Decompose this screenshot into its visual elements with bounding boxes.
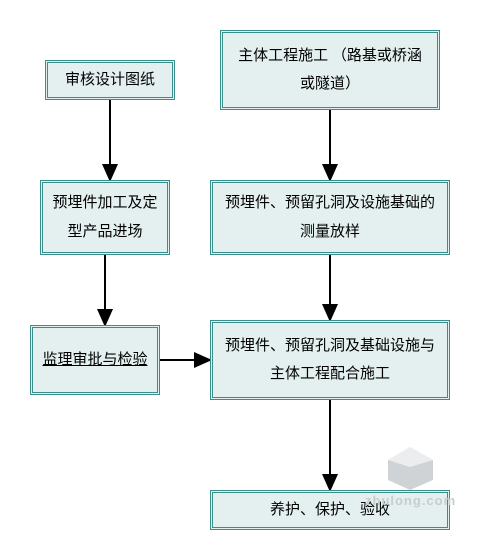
node-label: 预埋件加工及定型产品进场 (51, 189, 159, 246)
node-label: 预埋件、预留孔洞及设施基础的测量放样 (221, 189, 439, 246)
node-coordinated-construction: 预埋件、预留孔洞及基础设施与主体工程配合施工 (210, 320, 450, 400)
node-supervision-approval: 监理审批与检验 (30, 325, 160, 395)
node-main-construction: 主体工程施工 （路基或桥涵或隧道） (220, 30, 440, 110)
node-label: 预埋件、预留孔洞及基础设施与主体工程配合施工 (221, 332, 439, 389)
watermark: zhulong.com (365, 445, 456, 508)
node-measurement: 预埋件、预留孔洞及设施基础的测量放样 (210, 180, 450, 255)
node-label: 监理审批与检验 (42, 346, 147, 375)
node-embedded-processing: 预埋件加工及定型产品进场 (40, 180, 170, 255)
watermark-text: zhulong.com (365, 493, 456, 508)
node-label: 主体工程施工 （路基或桥涵或隧道） (231, 42, 429, 99)
watermark-logo-icon (383, 445, 438, 490)
node-review-drawings: 审核设计图纸 (45, 60, 175, 100)
node-label: 审核设计图纸 (65, 66, 155, 95)
